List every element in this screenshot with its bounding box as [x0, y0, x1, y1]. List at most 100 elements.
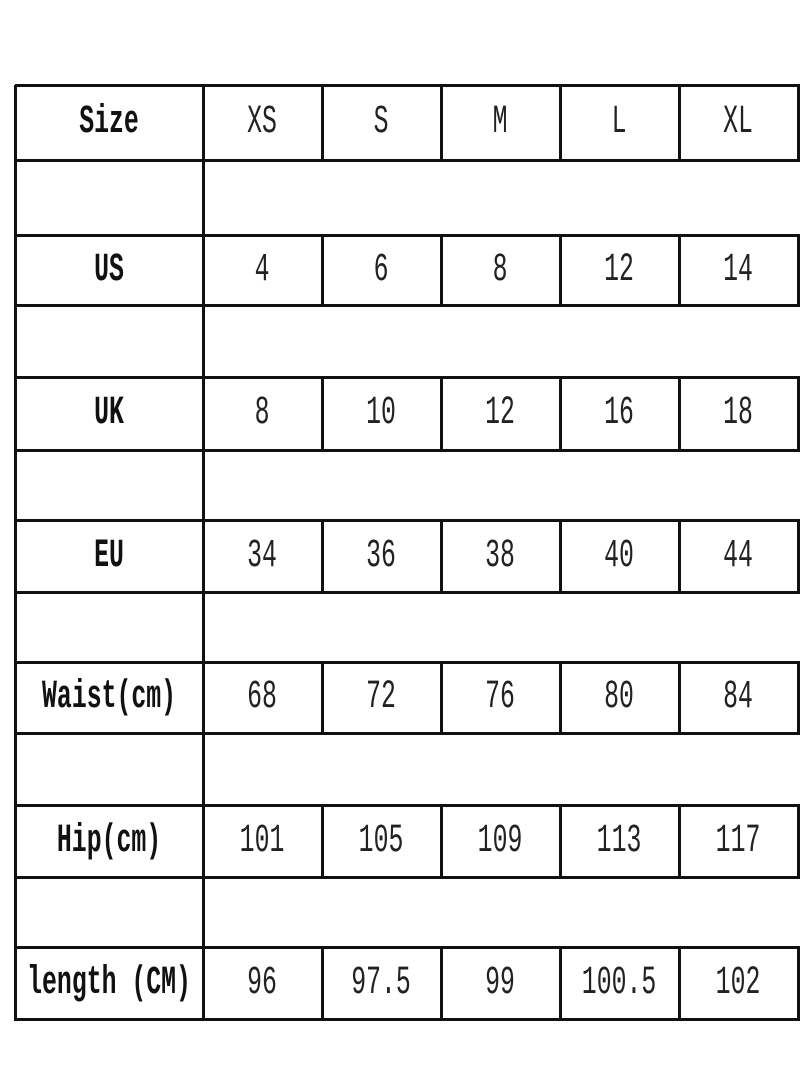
- column-border: [321, 377, 324, 452]
- column-border: [559, 235, 562, 307]
- column-border: [559, 85, 562, 162]
- value-cell: 4: [203, 235, 322, 305]
- spacer-border: [202, 592, 205, 662]
- value-cell: 38: [441, 520, 560, 592]
- row-border: [15, 946, 800, 949]
- row-label-cell: UK: [15, 377, 203, 450]
- cell-value: S: [374, 100, 389, 145]
- column-border: [14, 85, 17, 162]
- cell-value: 76: [485, 675, 516, 720]
- row-label: US: [94, 247, 124, 293]
- value-cell: 80: [560, 662, 679, 733]
- column-border: [440, 805, 443, 879]
- value-cell: 16: [560, 377, 679, 450]
- spacer-border: [14, 877, 17, 947]
- row-border: [15, 84, 800, 87]
- table-row: US 4 6 8 12 14: [15, 235, 798, 305]
- column-border: [440, 85, 443, 162]
- cell-value: 113: [597, 818, 642, 864]
- table-row: UK 8 10 12 16 18: [15, 377, 798, 450]
- column-border: [321, 235, 324, 307]
- row-label: Size: [79, 100, 139, 145]
- column-border: [14, 235, 17, 307]
- cell-value: 97.5: [351, 960, 412, 1006]
- cell-value: 4: [255, 247, 270, 293]
- cell-value: 101: [240, 818, 285, 864]
- row-label: UK: [94, 391, 124, 436]
- row-label: EU: [94, 533, 124, 579]
- row-label-cell: Size: [15, 85, 203, 160]
- cell-value: 36: [366, 533, 397, 579]
- row-border: [15, 591, 800, 594]
- column-border: [678, 662, 681, 735]
- cell-value: 109: [478, 818, 523, 864]
- spacer-border: [202, 877, 205, 947]
- column-border: [678, 947, 681, 1021]
- cell-value: 12: [485, 391, 516, 436]
- column-border: [440, 947, 443, 1021]
- cell-value: XL: [723, 100, 754, 145]
- spacer-border: [202, 733, 205, 805]
- header-row: Size XS S M L XL: [15, 85, 798, 160]
- cell-value: 84: [723, 675, 754, 720]
- column-border: [678, 520, 681, 594]
- value-cell: 10: [322, 377, 441, 450]
- value-cell: 8: [441, 235, 560, 305]
- cell-value: 80: [604, 675, 635, 720]
- column-border: [797, 662, 800, 735]
- column-border: [321, 520, 324, 594]
- value-cell: 12: [560, 235, 679, 305]
- column-border: [678, 85, 681, 162]
- value-cell: 109: [441, 805, 560, 877]
- column-border: [797, 520, 800, 594]
- value-cell: L: [560, 85, 679, 160]
- value-cell: S: [322, 85, 441, 160]
- column-border: [202, 235, 205, 307]
- column-border: [14, 377, 17, 452]
- cell-value: L: [612, 100, 627, 145]
- column-border: [321, 947, 324, 1021]
- column-border: [202, 947, 205, 1021]
- value-cell: 105: [322, 805, 441, 877]
- row-border: [15, 732, 800, 735]
- value-cell: 113: [560, 805, 679, 877]
- cell-value: 44: [723, 533, 754, 579]
- value-cell: 76: [441, 662, 560, 733]
- cell-value: 96: [247, 960, 278, 1006]
- column-border: [14, 947, 17, 1021]
- column-border: [440, 235, 443, 307]
- cell-value: 8: [493, 247, 508, 293]
- cell-value: 14: [723, 247, 754, 293]
- value-cell: 36: [322, 520, 441, 592]
- value-cell: 101: [203, 805, 322, 877]
- column-border: [678, 377, 681, 452]
- table-row: EU 34 36 38 40 44: [15, 520, 798, 592]
- row-label-cell: length (CM): [15, 947, 203, 1019]
- column-border: [321, 85, 324, 162]
- spacer-border: [202, 160, 205, 235]
- value-cell: 99: [441, 947, 560, 1019]
- value-cell: 6: [322, 235, 441, 305]
- value-cell: 12: [441, 377, 560, 450]
- value-cell: XS: [203, 85, 322, 160]
- value-cell: 84: [679, 662, 798, 733]
- value-cell: 44: [679, 520, 798, 592]
- value-cell: 102: [679, 947, 798, 1019]
- row-label: length (CM): [27, 960, 191, 1006]
- column-border: [559, 662, 562, 735]
- row-border: [15, 876, 800, 879]
- column-border: [559, 377, 562, 452]
- column-border: [797, 85, 800, 162]
- column-border: [678, 805, 681, 879]
- column-border: [202, 377, 205, 452]
- cell-value: 105: [359, 818, 404, 864]
- row-border: [15, 159, 800, 162]
- row-label-cell: US: [15, 235, 203, 305]
- column-border: [202, 805, 205, 879]
- value-cell: 18: [679, 377, 798, 450]
- value-cell: 34: [203, 520, 322, 592]
- column-border: [440, 377, 443, 452]
- spacer-border: [14, 450, 17, 520]
- row-border: [15, 661, 800, 664]
- cell-value: 72: [366, 675, 397, 720]
